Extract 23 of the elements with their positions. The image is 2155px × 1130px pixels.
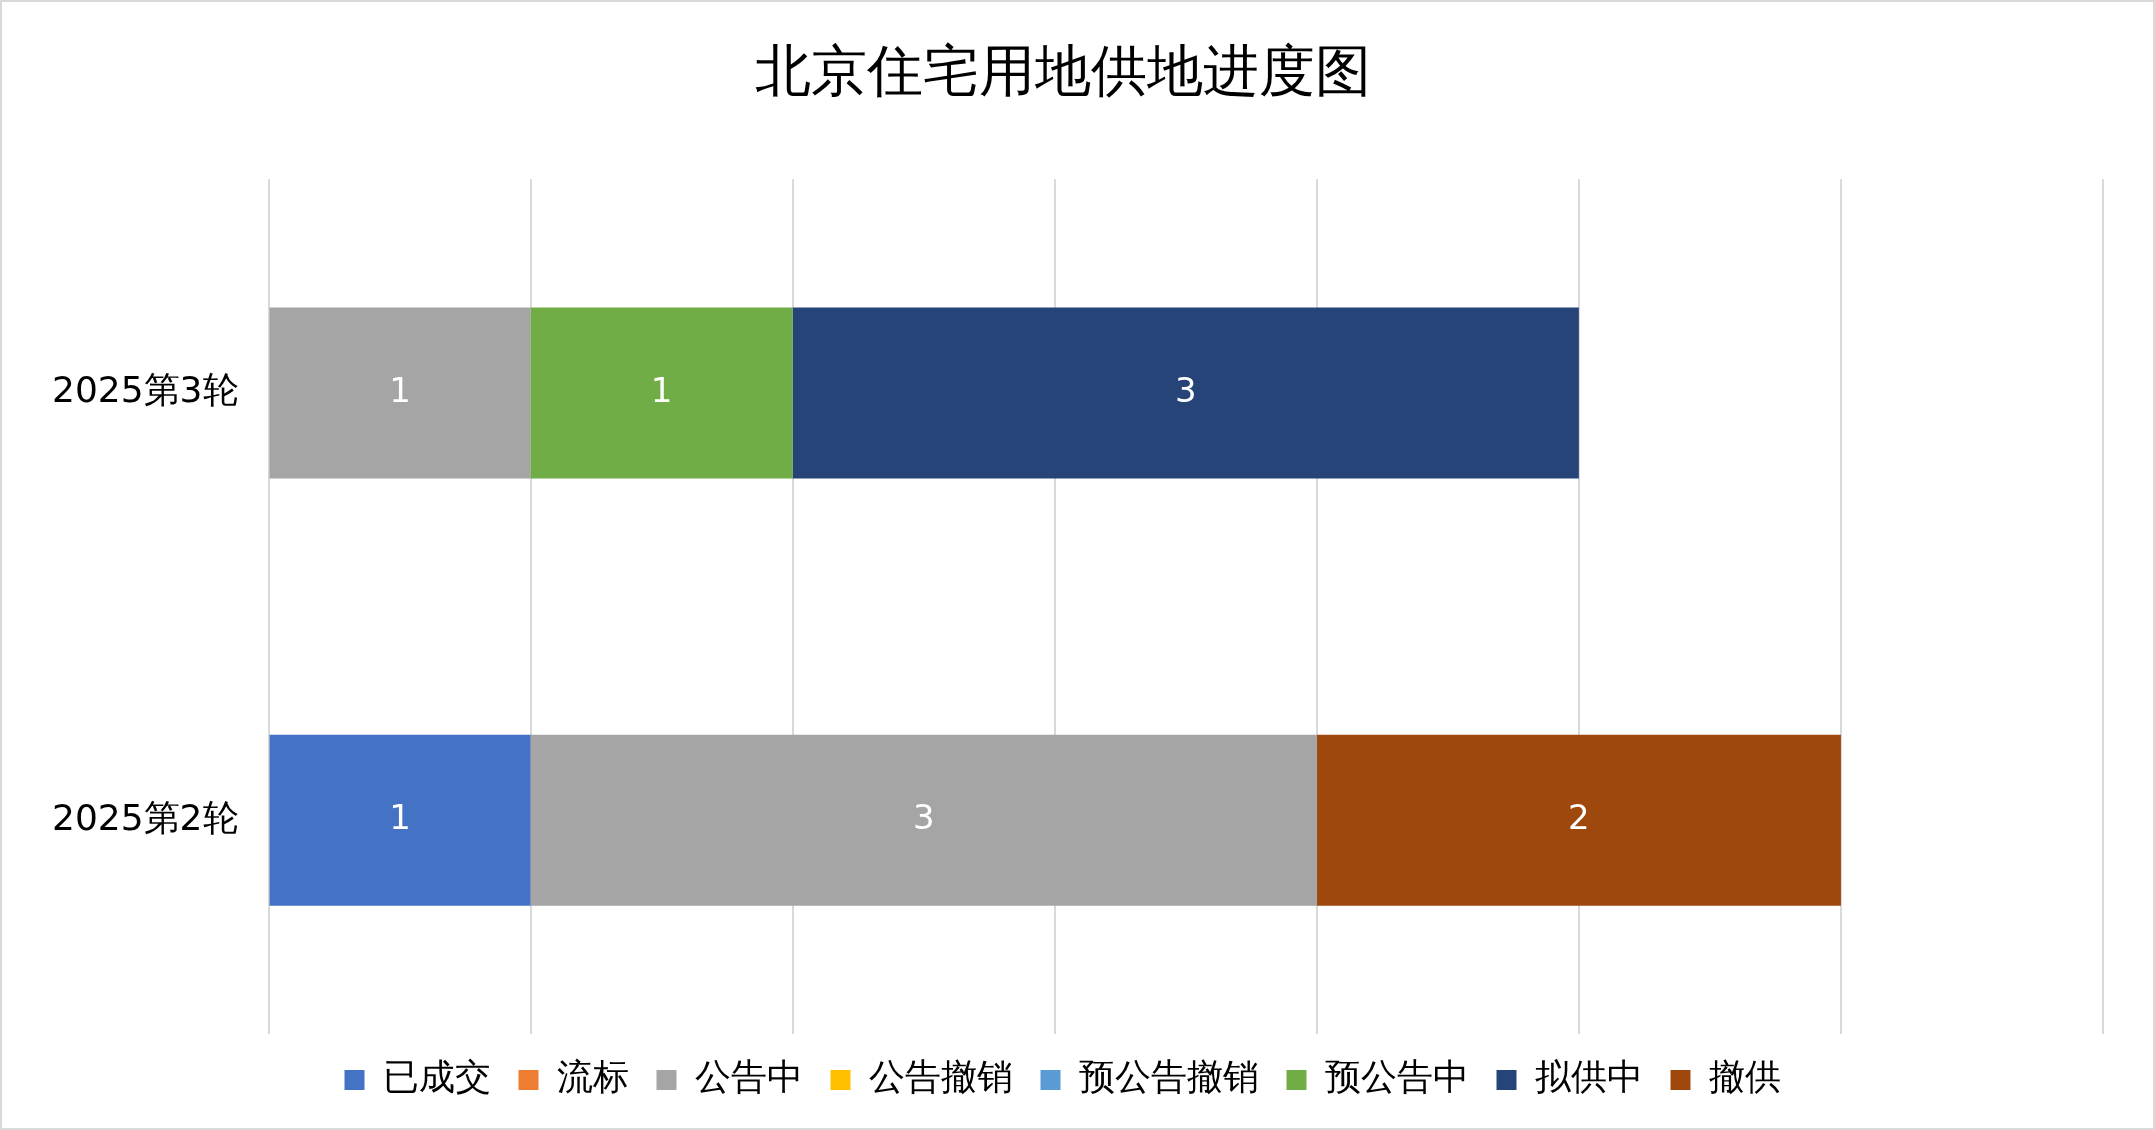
- data-label: 3: [912, 797, 935, 838]
- data-label: 2: [1568, 797, 1590, 838]
- chart-title: 北京住宅用地供地进度图: [754, 38, 1371, 104]
- y-tick-label: 2025第3轮: [51, 369, 239, 411]
- legend-label: 公告中: [694, 1056, 803, 1098]
- bar: [1316, 734, 1841, 906]
- legend-label: 公告撤销: [868, 1056, 1013, 1098]
- bar: [269, 734, 531, 906]
- legend-label: 拟供中: [1534, 1056, 1643, 1098]
- y-tick-label: 2025第2轮: [51, 796, 239, 838]
- bar: [530, 734, 1317, 906]
- data-label: 1: [389, 797, 411, 838]
- legend-label: 已成交: [382, 1056, 491, 1098]
- bar: [530, 307, 793, 479]
- bar: [792, 307, 1579, 479]
- data-label: 1: [389, 369, 411, 410]
- legend-label: 撤供: [1708, 1056, 1781, 1098]
- legend-label: 预公告中: [1324, 1056, 1469, 1098]
- bar: [269, 307, 531, 479]
- data-label: 3: [1174, 369, 1197, 410]
- legend-label: 预公告撤销: [1078, 1056, 1259, 1098]
- data-label: 1: [650, 369, 673, 410]
- legend-label: 流标: [556, 1056, 629, 1098]
